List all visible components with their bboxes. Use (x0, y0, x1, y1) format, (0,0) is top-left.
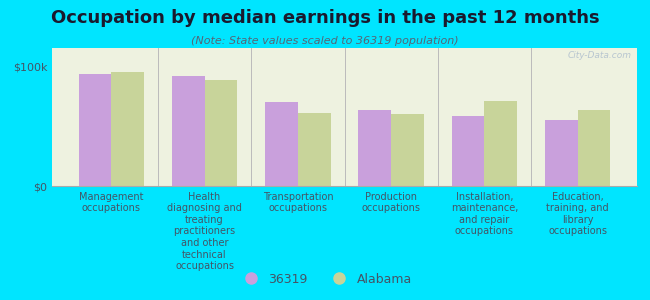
Bar (111, 72, 144, 186)
Text: City-Data.com: City-Data.com (567, 51, 631, 60)
Text: (Note: State values scaled to 36319 population): (Note: State values scaled to 36319 popu… (191, 36, 459, 46)
Bar (578, 110, 610, 186)
Bar (484, 101, 517, 186)
Bar (172, 76, 205, 186)
Bar (452, 116, 484, 186)
Bar (79, 74, 111, 186)
Bar (265, 102, 298, 186)
Legend: 36319, Alabama: 36319, Alabama (233, 268, 417, 291)
Bar (391, 114, 424, 186)
Bar (205, 80, 237, 186)
Bar (545, 120, 578, 186)
Text: Occupation by median earnings in the past 12 months: Occupation by median earnings in the pas… (51, 9, 599, 27)
Bar (298, 113, 330, 186)
Bar (359, 110, 391, 186)
